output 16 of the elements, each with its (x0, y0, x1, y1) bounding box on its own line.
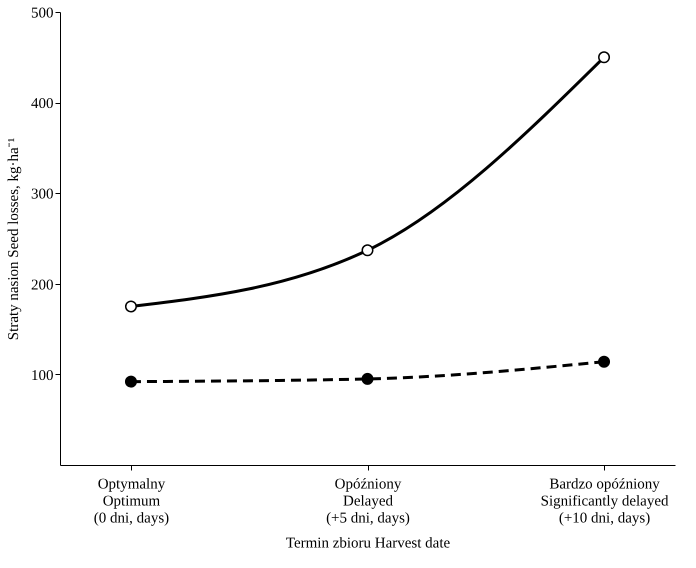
x-tick-label: Opóźniony Delayed (+5 dni, days) (326, 476, 410, 526)
point (124, 300, 137, 312)
point (362, 244, 374, 256)
x-tick-label: Bardzo opóźniony Significantly delayed (+10 dni, days) (540, 476, 669, 526)
point (598, 51, 610, 64)
x-axis-title: Termin zbioru Harvest date (286, 536, 450, 552)
y-tick-label: 300 (31, 186, 54, 203)
point (124, 376, 137, 388)
x-tick-label: Optymalny Optimum (0 dni, days) (94, 476, 170, 526)
y-tick-label: 500 (31, 6, 54, 22)
point (362, 372, 374, 385)
y-axis-title: Straty nasion Seed losses, kg·ha⁻¹ (6, 138, 22, 340)
y-tick-label: 200 (31, 277, 54, 294)
y-tick-label: 100 (31, 368, 54, 384)
y-tick-label: 400 (31, 96, 54, 112)
point (598, 356, 610, 368)
